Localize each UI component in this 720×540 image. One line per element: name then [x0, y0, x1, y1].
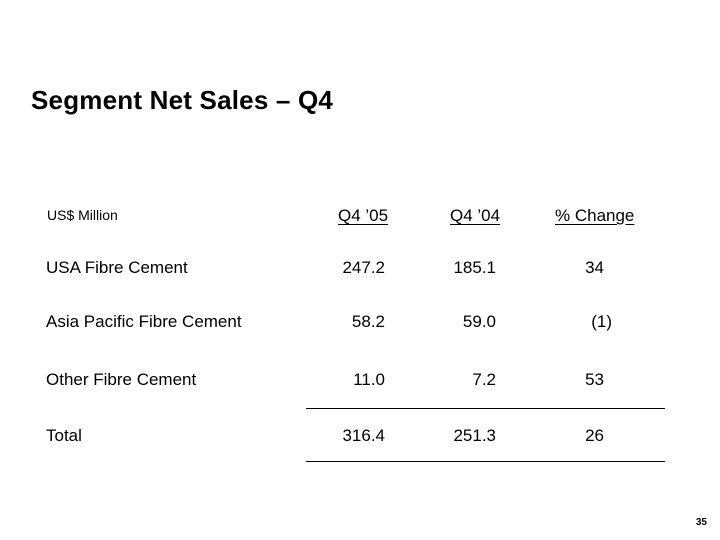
column-header-q4-04: Q4 ’04: [450, 206, 501, 225]
column-header-q4-05: Q4 ’05: [338, 206, 389, 225]
column-header-pct-change: % Change: [555, 206, 635, 225]
total-top-rule: [306, 408, 665, 409]
row-label-total: Total: [46, 426, 82, 445]
row-label-asia-pacific: Asia Pacific Fibre Cement: [46, 312, 242, 331]
cell-asia-pacific-q4-05: 58.2: [351, 312, 385, 331]
cell-other-q4-04: 7.2: [472, 370, 496, 389]
cell-asia-pacific-q4-04: 59.0: [462, 312, 496, 331]
unit-label: US$ Million: [47, 207, 118, 223]
row-label-other: Other Fibre Cement: [46, 370, 197, 389]
slide-title: Segment Net Sales – Q4: [31, 85, 334, 115]
cell-total-q4-04: 251.3: [453, 426, 496, 445]
page-number: 35: [695, 517, 707, 528]
cell-usa-q4-04: 185.1: [453, 258, 496, 277]
cell-usa-change: 34: [585, 258, 604, 277]
cell-other-change: 53: [585, 370, 604, 389]
cell-other-q4-05: 11.0: [353, 370, 385, 389]
cell-total-q4-05: 316.4: [342, 426, 385, 445]
cell-usa-q4-05: 247.2: [342, 258, 385, 277]
total-bottom-rule: [306, 461, 665, 462]
cell-asia-pacific-change: (1): [591, 312, 612, 331]
cell-total-change: 26: [585, 426, 604, 445]
row-label-usa: USA Fibre Cement: [46, 258, 188, 277]
